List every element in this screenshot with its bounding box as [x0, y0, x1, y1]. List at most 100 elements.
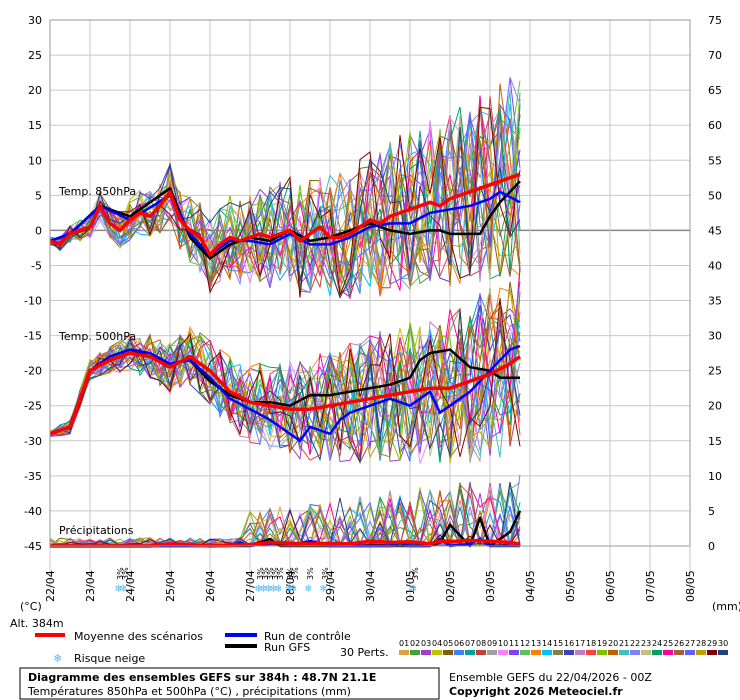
- y-right-tick-label: 30: [708, 330, 722, 343]
- snowflake-icon: ❄: [410, 582, 417, 595]
- y-right-tick-label: 50: [708, 189, 722, 202]
- x-date-label: 06/05: [604, 570, 617, 602]
- legend-gfs-swatch: [225, 644, 257, 648]
- x-date-label: 04/05: [524, 570, 537, 602]
- pert-swatch: [542, 650, 552, 655]
- pert-swatch: [487, 650, 497, 655]
- x-date-label: 28/04: [284, 570, 297, 602]
- x-date-label: 26/04: [204, 570, 217, 602]
- pert-number: 13: [531, 639, 541, 648]
- member-line: [49, 104, 521, 298]
- snowflake-icon: ❄: [260, 582, 267, 595]
- pert-swatch: [630, 650, 640, 655]
- pert-swatch: [443, 650, 453, 655]
- pert-swatch: [597, 650, 607, 655]
- member-line: [49, 106, 521, 298]
- pert-number: 20: [608, 639, 618, 648]
- pert-swatch: [575, 650, 585, 655]
- member-line: [49, 103, 521, 285]
- snow-risk-percent: 3%: [411, 567, 420, 580]
- control-500-line: [49, 344, 521, 443]
- x-date-label: 30/04: [364, 570, 377, 602]
- label-t850: Temp. 850hPa: [58, 185, 136, 198]
- pert-swatch: [476, 650, 486, 655]
- pert-number: 02: [410, 639, 420, 648]
- pert-swatch: [685, 650, 695, 655]
- footer-title: Diagramme des ensembles GEFS sur 384h : …: [28, 671, 376, 684]
- pert-number: 10: [498, 639, 508, 648]
- pert-number: 09: [487, 639, 497, 648]
- snow-risk-percent: 3%: [276, 567, 285, 580]
- x-date-label: 03/05: [484, 570, 497, 602]
- x-date-label: 01/05: [404, 570, 417, 602]
- y-right-tick-label: 40: [708, 259, 722, 272]
- y-right-tick-label: 5: [708, 505, 715, 518]
- x-date-label: 22/04: [44, 570, 57, 602]
- label-precip: Précipitations: [59, 524, 134, 537]
- legend: Moyenne des scénarios Run de contrôle Ru…: [35, 630, 728, 665]
- pert-swatch: [454, 650, 464, 655]
- pert-number: 24: [652, 639, 662, 648]
- label-t500: Temp. 500hPa: [58, 330, 136, 343]
- left-axis-unit: (°C): [20, 600, 42, 613]
- legend-perts: 30 Perts.: [340, 646, 389, 659]
- snowflake-icon: ❄: [115, 582, 122, 595]
- pert-number: 22: [630, 639, 640, 648]
- snow-risk-percent: 3%: [261, 567, 270, 580]
- pert-number: 07: [465, 639, 475, 648]
- pert-swatch: [696, 650, 706, 655]
- pert-swatch: [586, 650, 596, 655]
- pert-swatch: [564, 650, 574, 655]
- member-line: [49, 132, 521, 283]
- pert-number: 21: [619, 639, 629, 648]
- x-date-label: 08/05: [684, 570, 697, 602]
- pert-number: 30: [718, 639, 728, 648]
- x-date-label: 02/05: [444, 570, 457, 602]
- legend-snow: Risque neige: [74, 652, 145, 665]
- footer-box: [19, 667, 440, 700]
- legend-mean-swatch: [35, 633, 65, 637]
- y-left-tick-label: -15: [24, 330, 42, 343]
- pert-number: 01: [399, 639, 409, 648]
- y-right-tick-label: 0: [708, 540, 715, 553]
- pert-number: 17: [575, 639, 585, 648]
- pert-swatch: [509, 650, 519, 655]
- pert-number: 27: [685, 639, 695, 648]
- snow-risk-percent: 3%: [306, 567, 315, 580]
- pert-swatch: [410, 650, 420, 655]
- y-left-tick-label: -25: [24, 400, 42, 413]
- pert-number: 14: [542, 639, 552, 648]
- pert-swatch: [674, 650, 684, 655]
- legend-control-swatch: [225, 633, 257, 637]
- y-right-tick-label: 70: [708, 49, 722, 62]
- pert-swatch: [608, 650, 618, 655]
- y-left-tick-label: -35: [24, 470, 42, 483]
- pert-number: 15: [553, 639, 563, 648]
- snowflake-icon: ❄: [290, 582, 297, 595]
- pert-number: 28: [696, 639, 706, 648]
- pert-swatch: [432, 650, 442, 655]
- legend-control: Run de contrôle: [264, 630, 351, 643]
- snowflake-icon: ❄: [265, 582, 272, 595]
- pert-number: 23: [641, 639, 651, 648]
- snowflake-icon: ❄: [275, 582, 282, 595]
- pert-number: 03: [421, 639, 431, 648]
- footer-run: Ensemble GEFS du 22/04/2026 - 00Z: [449, 671, 652, 684]
- snow-risk-percent: 3%: [266, 567, 275, 580]
- snow-risk-percent: 3%: [256, 567, 265, 580]
- snow-risk-percent: 3%: [291, 567, 300, 580]
- pert-number: 19: [597, 639, 607, 648]
- x-date-label: 05/05: [564, 570, 577, 602]
- x-date-label: 27/04: [244, 570, 257, 602]
- chart-axes: 302520151050-5-10-15-20-25-30-35-40-4575…: [24, 14, 722, 602]
- pert-swatch: [465, 650, 475, 655]
- snow-risk-percent: 3%: [116, 567, 125, 580]
- pert-swatch: [498, 650, 508, 655]
- pert-number: 06: [454, 639, 464, 648]
- footer-copyright: Copyright 2026 Meteociel.fr: [449, 685, 623, 698]
- y-right-tick-label: 25: [708, 365, 722, 378]
- mean-850-line: [49, 172, 521, 257]
- x-date-label: 29/04: [324, 570, 337, 602]
- chart-grid: [49, 19, 691, 600]
- snow-risk-percent: 3%: [286, 567, 295, 580]
